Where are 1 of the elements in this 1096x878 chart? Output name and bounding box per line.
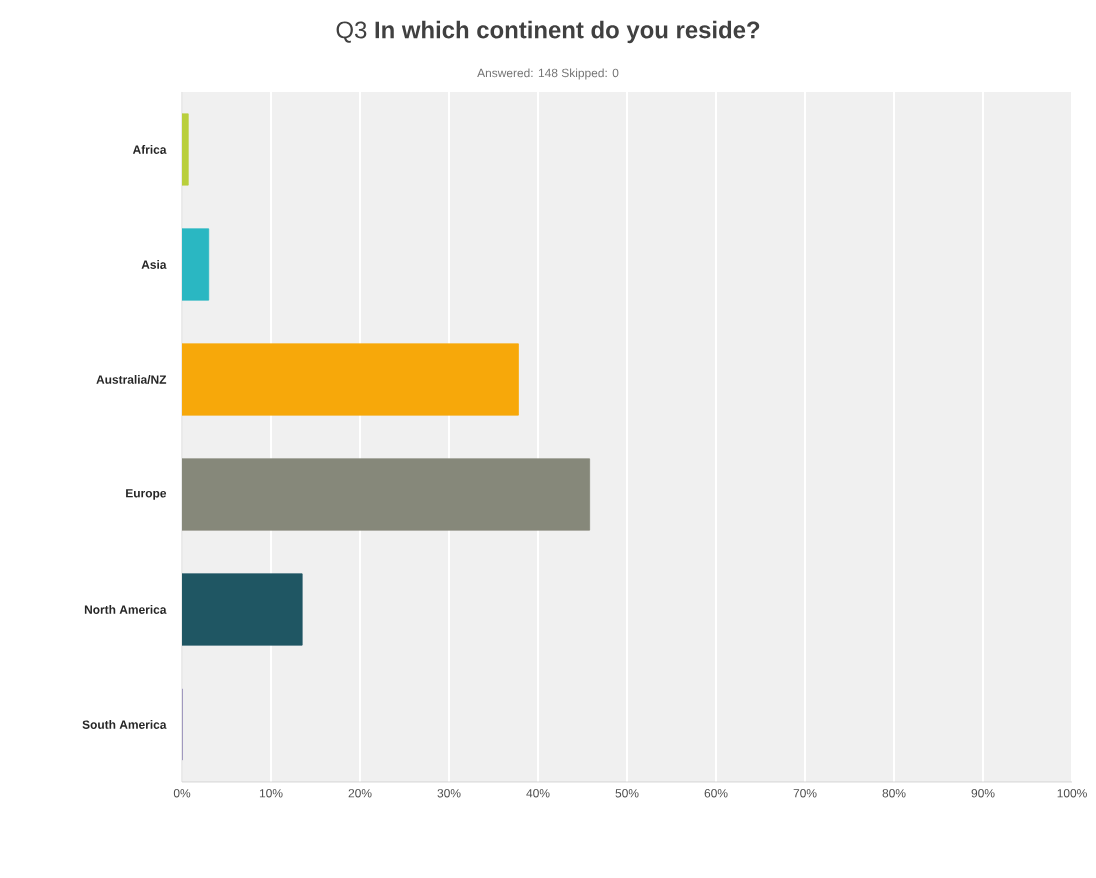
- chart-title: Q3 In which continent do you reside?: [336, 20, 760, 44]
